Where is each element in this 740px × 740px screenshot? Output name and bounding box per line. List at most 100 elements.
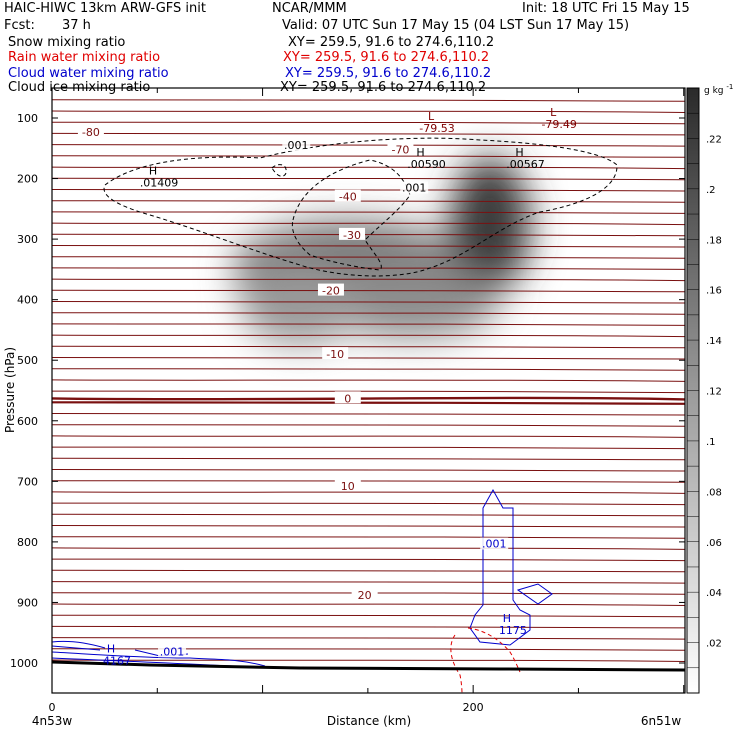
colorbar-tick-label: .14 — [706, 336, 722, 347]
y-tick-label: 500 — [17, 354, 38, 367]
colorbar-tick-label: .16 — [706, 286, 722, 297]
valid-time: Valid: 07 UTC Sun 17 May 15 (04 LST Sun … — [282, 18, 630, 33]
isotherm-line — [51, 323, 686, 326]
extremum-value: 1175 — [499, 624, 527, 637]
isotherm-label: 10 — [341, 480, 355, 493]
snow-contour-outer — [103, 137, 618, 277]
isotherm-line — [51, 121, 686, 125]
rain-contour-left — [450, 634, 463, 694]
isotherm-label-bg — [339, 227, 366, 240]
isotherm-line — [51, 177, 686, 181]
extremum-letter: H — [503, 612, 511, 625]
extremum-value: 4167 — [103, 655, 131, 668]
isotherm-line — [51, 435, 686, 438]
colorbar: .02 .04 .06 .08 .1 .12 .14 .16 .18 .2 .22 g kg -1 — [686, 83, 733, 694]
rain-water-contours — [450, 627, 521, 694]
isotherm-label-bg — [322, 347, 349, 360]
init-time: Init: 18 UTC Fri 15 May 15 — [522, 1, 690, 16]
y-tick-label: 200 — [17, 173, 38, 186]
extremum-letter: L — [428, 110, 435, 123]
cloud-water-contour-small — [516, 583, 553, 605]
extremum-letter: H — [107, 643, 115, 656]
extremum-value: .00590 — [407, 158, 446, 171]
terrain-line — [51, 660, 686, 672]
isotherm-line — [51, 99, 686, 102]
isotherm-label: -80 — [82, 126, 100, 139]
isotherm-line — [51, 468, 686, 472]
x-tick-label: 200 — [463, 701, 484, 714]
isotherm-label-bg — [334, 479, 361, 492]
isotherm-line — [51, 547, 686, 550]
isotherm-line — [51, 300, 686, 304]
isotherm-label: -70 — [391, 143, 409, 156]
isotherm-line — [51, 603, 686, 606]
y-tick-label: 600 — [17, 415, 38, 428]
cloud-water-contour-column — [469, 488, 531, 646]
isotherm-line — [51, 244, 686, 248]
isotherm-line — [51, 143, 686, 147]
cloud-water-contour-low — [51, 645, 101, 651]
isotherm-line — [51, 614, 686, 618]
isotherm-line — [51, 412, 686, 416]
extremum-letter: H — [416, 146, 424, 159]
y-tick-label: 400 — [17, 294, 38, 307]
isotherm-label-bg — [317, 283, 344, 296]
extremum-value: .00567 — [506, 158, 545, 171]
isotherm-line — [51, 255, 686, 259]
isotherm-line — [51, 166, 686, 170]
isotherm-line — [51, 199, 686, 203]
contour-label-bg — [400, 181, 429, 194]
isotherm-line — [51, 480, 686, 483]
mixing-ratio-shading — [232, 157, 530, 345]
y-tick-label: 700 — [17, 475, 38, 488]
isotherm-line — [51, 648, 686, 651]
x-axis-label: Distance (km) — [327, 714, 411, 728]
shading-blobs — [232, 157, 530, 345]
isotherm-label: -20 — [322, 285, 340, 298]
snow-max-right — [450, 157, 530, 293]
x-tick-label: 0 — [49, 701, 56, 714]
isotherm-line — [51, 592, 686, 595]
contour-label: .001 — [482, 538, 507, 551]
colorbar-tick-label: .08 — [706, 487, 722, 498]
isotherm-line — [51, 222, 686, 226]
isotherm-line — [51, 580, 686, 584]
field-xy-snow: XY= 259.5, 91.6 to 274.6,110.2 — [288, 35, 495, 50]
isotherm-line — [51, 379, 686, 382]
contour-label-bg — [282, 139, 311, 152]
contour-label: .001 — [284, 139, 309, 152]
isotherm-line — [51, 536, 686, 539]
colorbar-tick-label: .18 — [706, 235, 722, 246]
snow-contour-inner — [291, 159, 411, 271]
isotherm-line — [51, 132, 686, 136]
colorbar-tick-label: .22 — [706, 134, 722, 145]
colorbar-tick-label: .12 — [706, 387, 722, 398]
isotherm-line — [51, 659, 686, 662]
zero-degree-isotherm — [51, 396, 686, 401]
isotherm-line — [51, 289, 686, 293]
isotherm-line — [51, 110, 686, 113]
isotherm-line — [51, 401, 686, 405]
isotherm-line — [51, 211, 686, 214]
isotherm-label: 0 — [344, 392, 351, 405]
extremum-letter: H — [515, 146, 523, 159]
right-endpoint-label: 6n51w — [641, 714, 682, 728]
snow-mixing-ratio-contours — [103, 137, 618, 277]
field-name-cloud-water: Cloud water mixing ratio — [8, 66, 169, 81]
isotherm-label-bg — [351, 588, 378, 601]
snow-contour-small — [271, 164, 287, 177]
colorbar-tick-label: .2 — [706, 185, 716, 196]
colorbar-tick-label: .04 — [706, 588, 722, 599]
contour-label: .001 — [402, 181, 427, 194]
y-tick-label: 1000 — [10, 657, 38, 670]
cloud-water-contours — [51, 488, 553, 669]
extremum-value: .01409 — [140, 176, 179, 189]
forecast-hour: 37 h — [62, 18, 91, 33]
cloud-water-contour-low — [51, 651, 266, 667]
isotherm-label: -30 — [343, 229, 361, 242]
isotherm-line — [51, 356, 686, 360]
isotherm-line — [51, 312, 686, 315]
colorbar-tick-label: .02 — [706, 639, 722, 650]
colorbar-unit: g kg -1 — [704, 83, 733, 96]
rain-contour-right — [467, 627, 521, 673]
